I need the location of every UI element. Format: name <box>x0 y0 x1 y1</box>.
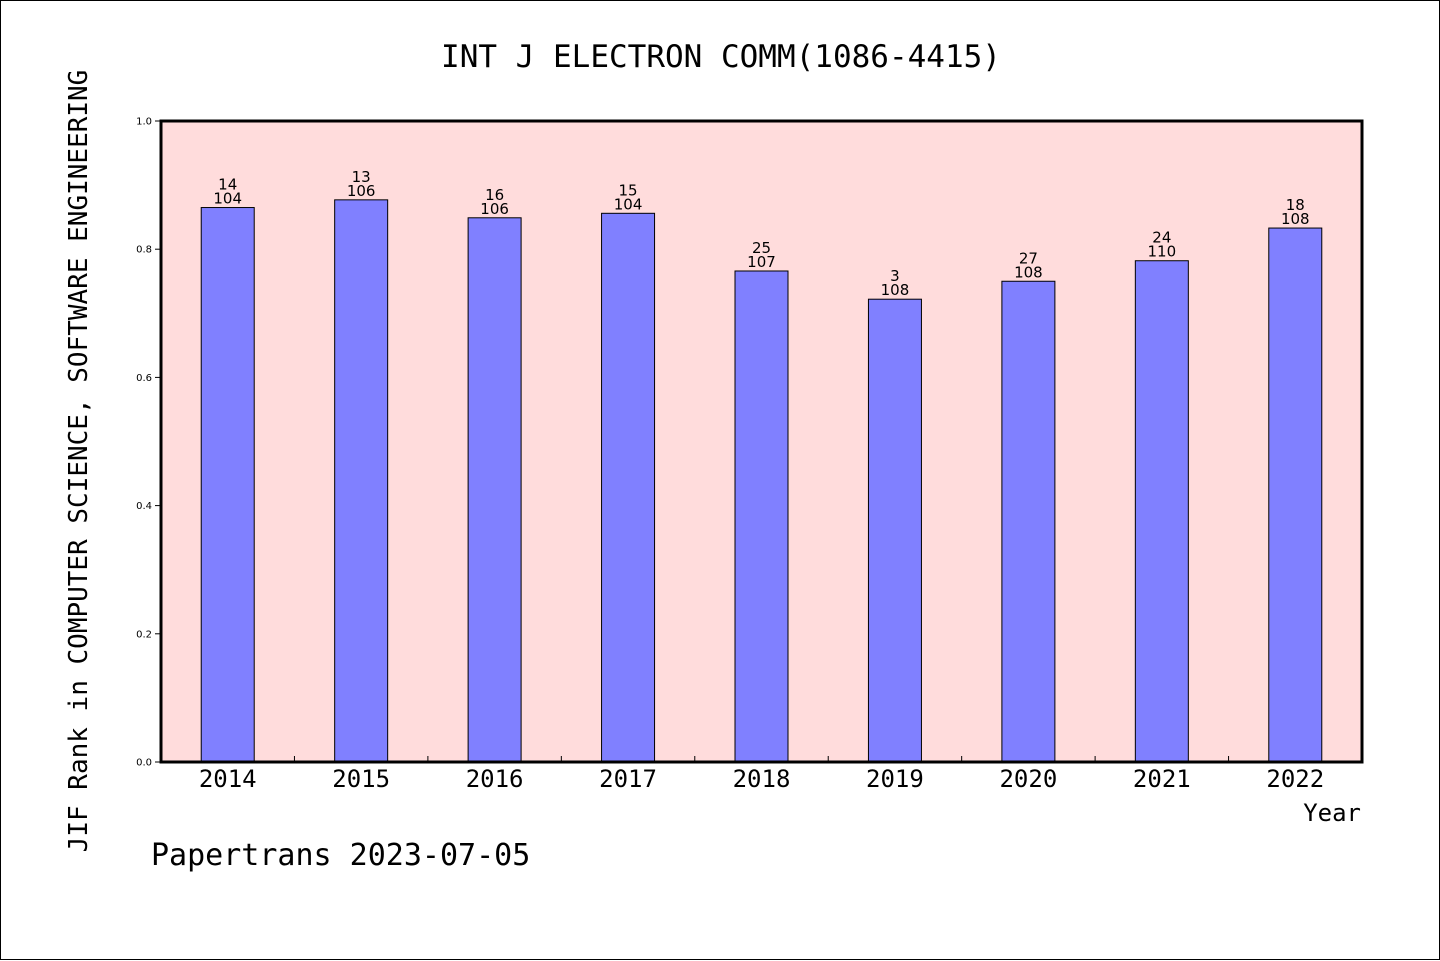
x-tick-label: 2019 <box>866 765 924 793</box>
bar-total-label: 108 <box>1014 263 1043 281</box>
x-axis: 2014 2015 2016 2017 2018 2019 2020 2021 2022 <box>199 756 1324 793</box>
bar-rank-label: 16 <box>485 186 504 204</box>
bar-rank-label: 25 <box>752 239 771 257</box>
y-axis: 0.0 0.2 0.4 0.6 0.8 1.0 <box>136 117 161 769</box>
bar-total-label: 110 <box>1148 243 1177 261</box>
bar-2022 <box>1268 227 1323 763</box>
x-tick-label: 2016 <box>466 765 524 793</box>
y-tick-label: 0.8 <box>136 245 152 256</box>
y-tick-label: 0.0 <box>136 758 152 769</box>
bar-rank-label: 14 <box>218 176 237 194</box>
bar-rank-label: 27 <box>1019 249 1038 267</box>
bar-2019 <box>867 298 922 763</box>
bar-2018 <box>734 270 789 763</box>
x-tick-label: 2015 <box>332 765 390 793</box>
bar-2015 <box>334 199 389 763</box>
bar-total-label: 104 <box>614 195 643 213</box>
plot-border <box>159 119 1364 764</box>
x-tick-label: 2022 <box>1266 765 1324 793</box>
bar-total-label: 108 <box>1281 210 1310 228</box>
footer-credit: Papertrans 2023-07-05 <box>151 838 530 873</box>
x-axis-label: Year <box>1303 799 1361 827</box>
x-tick-label: 2020 <box>999 765 1057 793</box>
y-tick-label: 0.2 <box>136 629 152 640</box>
bar-total-label: 106 <box>480 200 509 218</box>
y-axis-label: JIF Rank in COMPUTER SCIENCE, SOFTWARE E… <box>64 70 94 853</box>
y-tick-label: 0.6 <box>136 373 152 384</box>
x-tick-label: 2018 <box>733 765 791 793</box>
bar-2020 <box>1001 280 1056 763</box>
bar-2016 <box>467 217 522 763</box>
y-tick-label: 1.0 <box>136 117 152 128</box>
x-tick-label: 2021 <box>1133 765 1191 793</box>
chart-title: INT J ELECTRON COMM(1086-4415) <box>441 39 1001 75</box>
bar-2021 <box>1134 260 1189 763</box>
bar-2014 <box>200 207 255 763</box>
bar-rank-label: 18 <box>1286 196 1305 214</box>
bar-rank-label: 24 <box>1152 229 1171 247</box>
x-tick-label: 2017 <box>599 765 657 793</box>
bar-total-label: 104 <box>213 190 242 208</box>
bar-rank-label: 13 <box>352 168 371 186</box>
bar-total-label: 106 <box>347 182 376 200</box>
bar-2017 <box>601 212 656 763</box>
bars-layer <box>200 199 1323 763</box>
bar-rank-label: 15 <box>619 181 638 199</box>
bar-total-label: 107 <box>747 253 776 271</box>
x-tick-label: 2014 <box>199 765 257 793</box>
y-tick-label: 0.4 <box>136 501 152 512</box>
bar-rank-label: 3 <box>890 267 900 285</box>
bar-total-label: 108 <box>881 281 910 299</box>
